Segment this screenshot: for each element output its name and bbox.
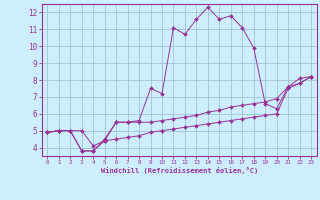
X-axis label: Windchill (Refroidissement éolien,°C): Windchill (Refroidissement éolien,°C) — [100, 167, 258, 174]
